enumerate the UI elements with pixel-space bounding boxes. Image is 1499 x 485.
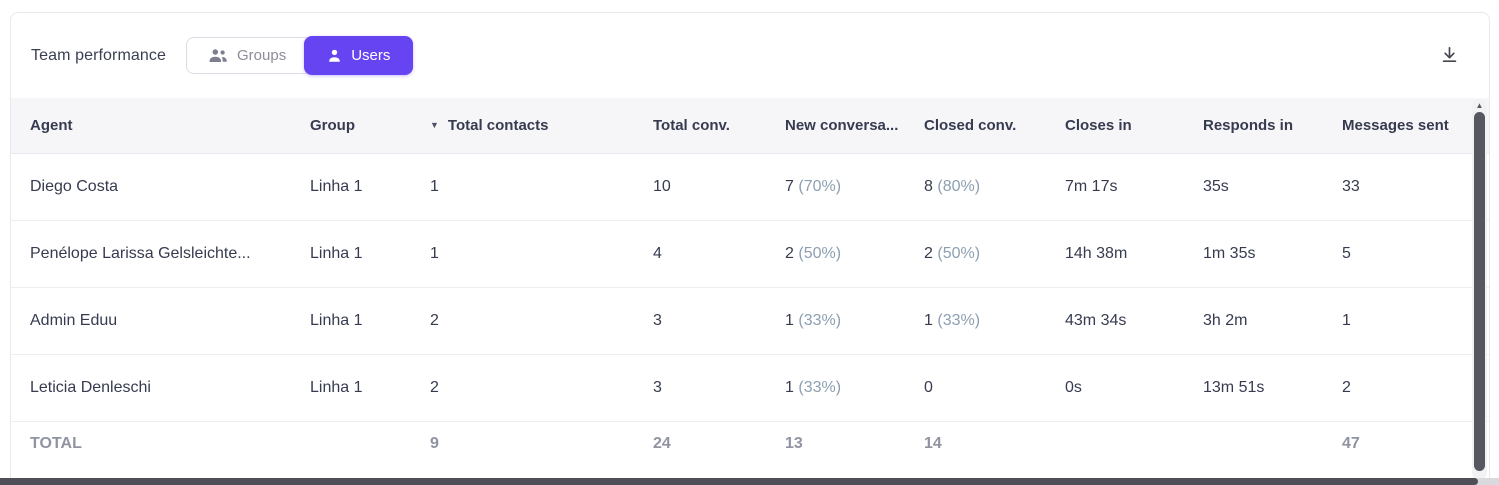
closed-conv-cell: 1 (33%): [924, 287, 1065, 355]
total-group-cell: [310, 422, 430, 467]
groups-button-label: Groups: [237, 47, 287, 64]
groups-users-toggle: Groups Users: [186, 36, 414, 75]
total-contacts-cell: 1: [430, 153, 653, 221]
table-row: Leticia Denleschi Linha 1 2 3 1 (33%) 0 …: [11, 354, 1489, 422]
total-conv-cell: 3: [653, 354, 785, 422]
closes-in-cell: 0s: [1065, 354, 1203, 422]
column-header-group[interactable]: Group: [310, 98, 430, 154]
new-conv-cell: 1 (33%): [785, 354, 924, 422]
horizontal-scrollbar-thumb[interactable]: [0, 478, 1478, 485]
table-total-row: TOTAL 9 24 13 14 47: [11, 422, 1489, 467]
table-row: Diego Costa Linha 1 1 10 7 (70%) 8 (80%)…: [11, 153, 1489, 221]
responds-in-total: [1203, 422, 1342, 467]
total-conv-cell: 10: [653, 153, 785, 221]
column-header-messages-sent[interactable]: Messages sent: [1342, 98, 1489, 154]
messages-sent-cell: 33: [1342, 153, 1489, 221]
closed-conv-percent: (80%): [937, 178, 981, 195]
users-button[interactable]: Users: [304, 36, 414, 75]
closed-conv-percent: (50%): [937, 245, 981, 262]
column-header-closes-in[interactable]: Closes in: [1065, 98, 1203, 154]
total-conv-cell: 3: [653, 287, 785, 355]
closed-conv-value: 8: [924, 178, 933, 195]
team-performance-card: Team performance Groups: [10, 12, 1490, 485]
responds-in-cell: 1m 35s: [1203, 220, 1342, 288]
total-contacts-total: 9: [430, 435, 439, 452]
table-row: Penélope Larissa Gelsleichte... Linha 1 …: [11, 220, 1489, 288]
responds-in-cell: 13m 51s: [1203, 354, 1342, 422]
closes-in-cell: 43m 34s: [1065, 287, 1203, 355]
messages-sent-cell: 2: [1342, 354, 1489, 422]
new-conv-value: 1: [785, 379, 794, 396]
responds-in-cell: 35s: [1203, 153, 1342, 221]
new-conv-cell: 1 (33%): [785, 287, 924, 355]
closed-conv-cell: 2 (50%): [924, 220, 1065, 288]
column-header-agent[interactable]: Agent: [11, 98, 310, 154]
new-conv-cell: 2 (50%): [785, 220, 924, 288]
group-cell: Linha 1: [310, 220, 430, 288]
agent-name-cell: Leticia Denleschi: [11, 354, 310, 422]
new-conv-value: 2: [785, 245, 794, 262]
column-header-new-conversations[interactable]: New conversa...: [785, 98, 924, 154]
new-conv-percent: (50%): [798, 245, 842, 262]
scrollbar-up-arrow-icon[interactable]: ▲: [1475, 101, 1484, 110]
closed-conv-percent: (33%): [937, 312, 981, 329]
two-users-icon: [208, 48, 228, 63]
card-header: Team performance Groups: [11, 13, 1489, 98]
new-conv-total: 13: [785, 435, 803, 452]
group-cell: Linha 1: [310, 287, 430, 355]
new-conv-percent: (33%): [798, 312, 842, 329]
horizontal-scrollbar-track[interactable]: [0, 478, 1499, 485]
sort-descending-icon: ▼: [430, 120, 439, 131]
total-contacts-cell: 1: [430, 220, 653, 288]
messages-sent-total: 47: [1342, 435, 1360, 452]
new-conv-percent: (70%): [798, 178, 842, 195]
closed-conv-value: 0: [924, 379, 933, 396]
column-header-total-contacts-label: Total contacts: [447, 117, 549, 134]
table-header-row: Agent Group ▼ Total contacts Total conv. …: [11, 98, 1489, 154]
total-conv-cell: 4: [653, 220, 785, 288]
column-header-responds-in[interactable]: Responds in: [1203, 98, 1342, 154]
group-cell: Linha 1: [310, 354, 430, 422]
total-label: TOTAL: [30, 435, 82, 452]
group-cell: Linha 1: [310, 153, 430, 221]
total-conv-total: 24: [653, 435, 671, 452]
closed-conv-cell: 0: [924, 354, 1065, 422]
vertical-scrollbar-thumb[interactable]: [1474, 112, 1485, 471]
new-conv-cell: 7 (70%): [785, 153, 924, 221]
groups-button[interactable]: Groups: [186, 37, 308, 74]
closed-conv-value: 1: [924, 312, 933, 329]
total-contacts-cell: 2: [430, 354, 653, 422]
new-conv-value: 7: [785, 178, 794, 195]
agent-name-cell: Admin Eduu: [11, 287, 310, 355]
new-conv-value: 1: [785, 312, 794, 329]
single-user-icon: [327, 48, 342, 63]
column-header-total-conv[interactable]: Total conv.: [653, 98, 785, 154]
new-conv-percent: (33%): [798, 379, 842, 396]
table-row: Admin Eduu Linha 1 2 3 1 (33%) 1 (33%) 4…: [11, 287, 1489, 355]
messages-sent-cell: 1: [1342, 287, 1489, 355]
closes-in-cell: 7m 17s: [1065, 153, 1203, 221]
closed-conv-cell: 8 (80%): [924, 153, 1065, 221]
download-icon: [1440, 45, 1459, 67]
closes-in-total: [1065, 422, 1203, 467]
agent-name-cell: Penélope Larissa Gelsleichte...: [11, 220, 310, 288]
agent-name-cell: Diego Costa: [11, 153, 310, 221]
page-title: Team performance: [31, 46, 166, 64]
column-header-closed-conv[interactable]: Closed conv.: [924, 98, 1065, 154]
closes-in-cell: 14h 38m: [1065, 220, 1203, 288]
closed-conv-value: 2: [924, 245, 933, 262]
closed-conv-total: 14: [924, 435, 942, 452]
column-header-total-contacts[interactable]: ▼ Total contacts: [430, 98, 653, 154]
total-contacts-cell: 2: [430, 287, 653, 355]
team-performance-table: Agent Group ▼ Total contacts Total conv. …: [11, 98, 1489, 466]
responds-in-cell: 3h 2m: [1203, 287, 1342, 355]
download-button[interactable]: [1436, 41, 1463, 71]
messages-sent-cell: 5: [1342, 220, 1489, 288]
users-button-label: Users: [351, 47, 391, 64]
vertical-scrollbar-track[interactable]: ▲: [1472, 99, 1487, 480]
